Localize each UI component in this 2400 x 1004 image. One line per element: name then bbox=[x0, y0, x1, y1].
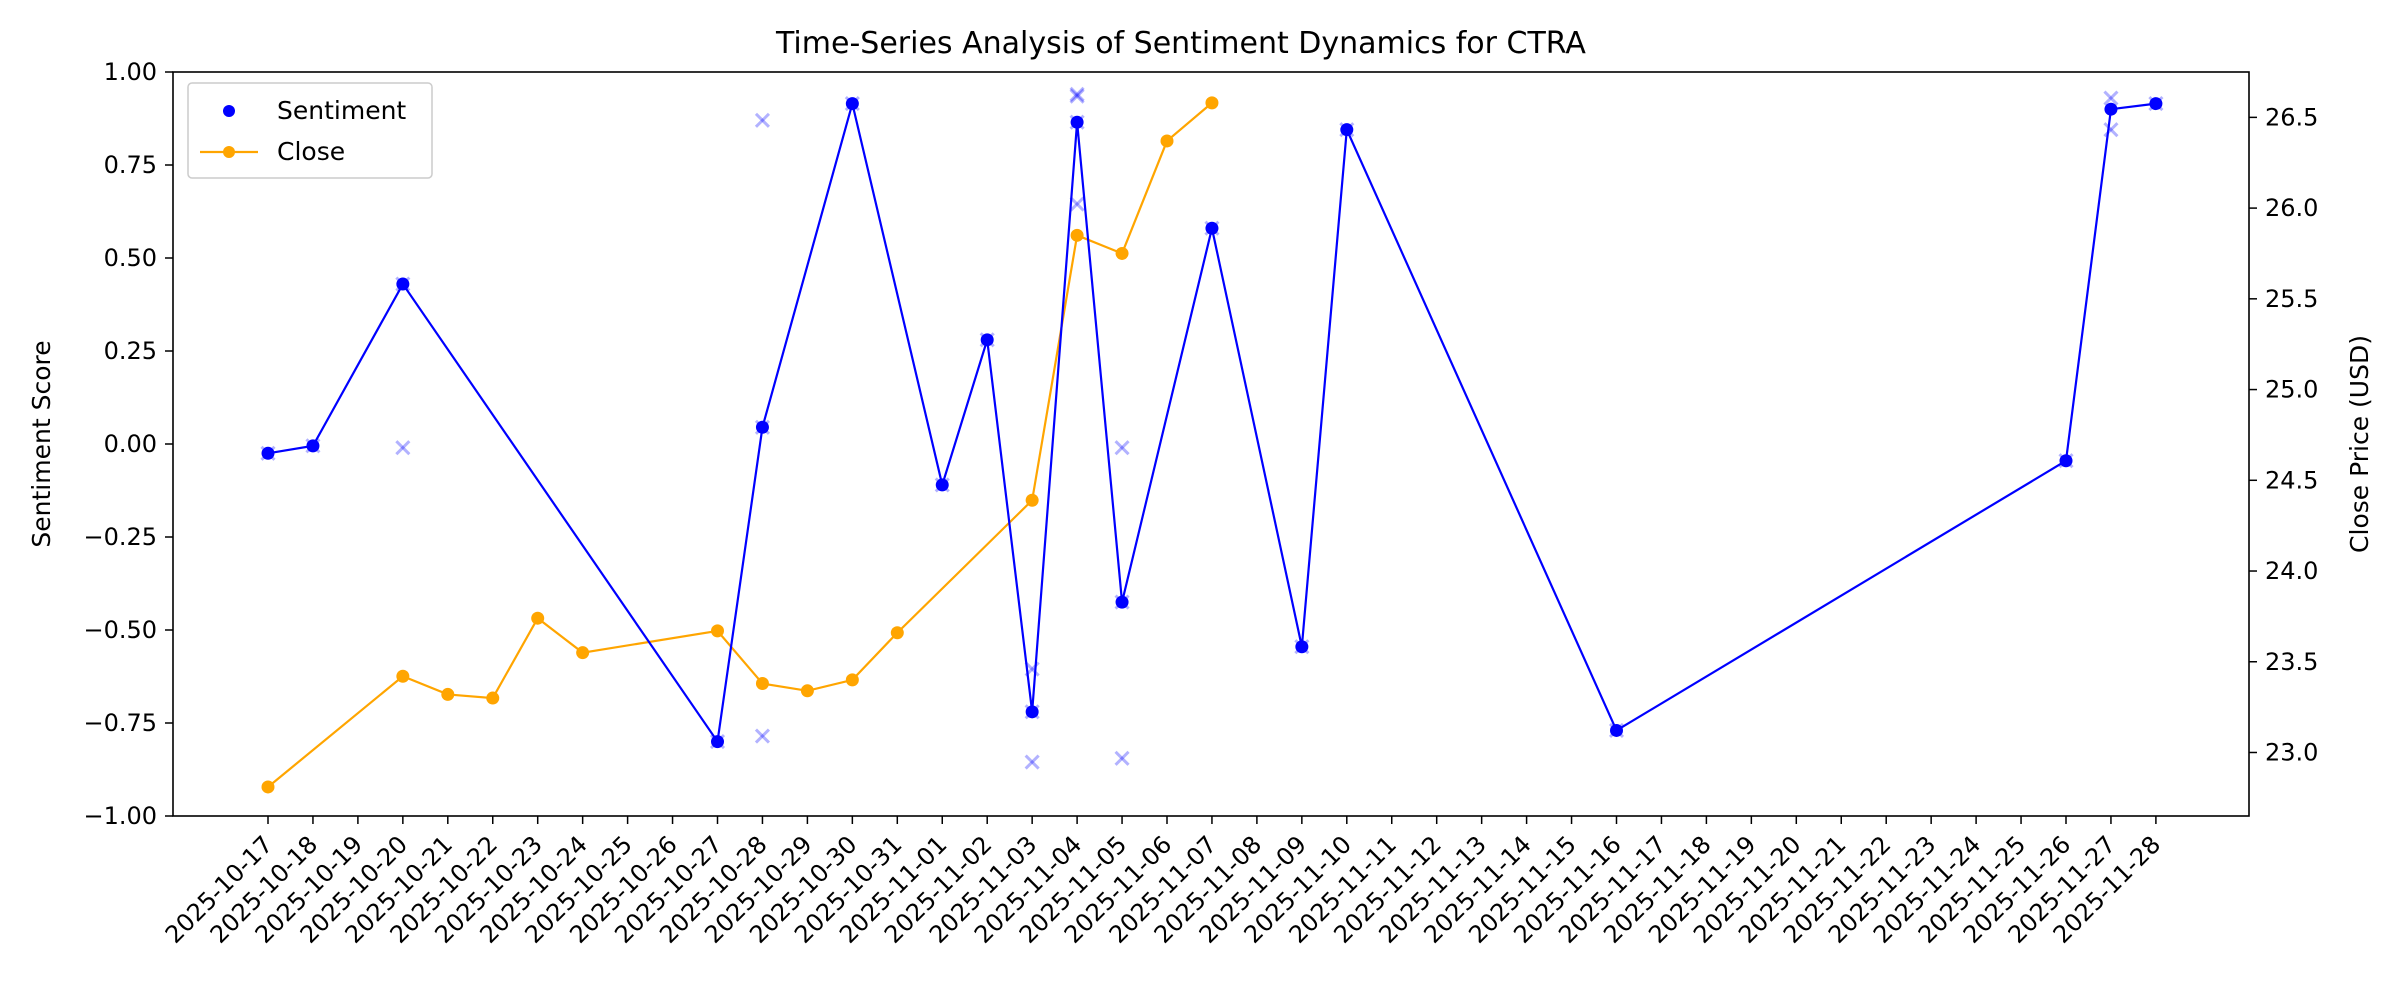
y-tick-label: −0.75 bbox=[83, 709, 157, 737]
y2-tick-label: 25.0 bbox=[2265, 376, 2318, 404]
y2-tick-label: 23.0 bbox=[2265, 738, 2318, 766]
legend-close-label: Close bbox=[277, 137, 345, 166]
sentiment-point bbox=[935, 478, 949, 492]
y2-tick-label: 26.0 bbox=[2265, 194, 2318, 222]
legend-sentiment-marker bbox=[223, 105, 235, 117]
legend-frame bbox=[187, 82, 433, 179]
score-marker bbox=[395, 440, 411, 456]
sentiment-point bbox=[1610, 723, 1623, 737]
y-tick-label: −1.00 bbox=[83, 802, 157, 830]
score-marker bbox=[754, 728, 771, 744]
sentiment-line bbox=[267, 102, 2157, 745]
close-point bbox=[755, 677, 769, 691]
score-marker bbox=[2103, 122, 2119, 138]
y2-tick-label: 25.5 bbox=[2265, 285, 2318, 313]
y-tick-label: 0.75 bbox=[104, 151, 157, 179]
sentiment-point bbox=[1115, 595, 1129, 609]
y-tick-label: 0.00 bbox=[104, 430, 157, 458]
individual-scores bbox=[260, 86, 2164, 770]
close-point bbox=[1025, 493, 1039, 507]
legend: Sentiment Close bbox=[187, 82, 433, 179]
score-marker bbox=[2103, 90, 2119, 106]
sentiment-point bbox=[1205, 221, 1219, 235]
plot-frame bbox=[172, 71, 2250, 817]
legend-close-marker bbox=[223, 146, 235, 158]
close-point bbox=[800, 684, 814, 698]
close-point bbox=[531, 611, 545, 625]
close-point bbox=[486, 691, 500, 705]
close-point bbox=[261, 780, 275, 794]
y2-tick-label: 24.0 bbox=[2265, 557, 2318, 585]
sentiment-point bbox=[1295, 640, 1309, 654]
sentiment-point bbox=[755, 420, 769, 434]
score-marker bbox=[1069, 88, 1085, 104]
sentiment-point bbox=[2104, 102, 2118, 116]
close-point bbox=[1160, 134, 1174, 148]
y2-tick-label: 24.5 bbox=[2265, 466, 2318, 494]
close-point bbox=[576, 646, 590, 660]
axes: −1.00 −0.75 −0.50 −0.25 0.00 0.25 0.50 0.75 1.00… bbox=[83, 58, 2318, 949]
close-line bbox=[267, 102, 1213, 788]
score-marker bbox=[754, 112, 771, 128]
sentiment-point bbox=[2059, 454, 2073, 468]
chart-title: Time-Series Analysis of Sentiment Dynami… bbox=[775, 26, 1586, 61]
close-series bbox=[261, 96, 1219, 794]
y-tick-label: −0.25 bbox=[83, 523, 157, 551]
legend-sentiment-label: Sentiment bbox=[277, 96, 406, 125]
y2-axis-label: Close Price (USD) bbox=[2345, 335, 2374, 553]
close-point bbox=[1205, 96, 1219, 110]
sentiment-point bbox=[1070, 115, 1084, 129]
close-point bbox=[396, 669, 410, 683]
sentiment-point bbox=[2149, 97, 2163, 111]
y-tick-label: 1.00 bbox=[104, 58, 157, 86]
y-tick-label: 0.25 bbox=[104, 337, 157, 365]
sentiment-point bbox=[845, 97, 859, 111]
close-point bbox=[1115, 246, 1129, 260]
sentiment-series bbox=[261, 97, 2163, 749]
y2-tick-label: 23.5 bbox=[2265, 648, 2318, 676]
close-point bbox=[441, 687, 455, 701]
score-marker bbox=[1069, 86, 1085, 102]
sentiment-point bbox=[261, 446, 275, 460]
score-marker bbox=[1114, 440, 1130, 456]
sentiment-point bbox=[396, 277, 410, 291]
close-point bbox=[711, 624, 724, 638]
y-tick-label: −0.50 bbox=[83, 616, 157, 644]
sentiment-point bbox=[306, 439, 320, 453]
sentiment-point bbox=[1025, 705, 1039, 719]
close-point bbox=[845, 673, 859, 687]
sentiment-point bbox=[980, 333, 994, 347]
score-marker bbox=[1069, 196, 1085, 212]
close-point bbox=[890, 626, 904, 640]
close-point bbox=[1070, 228, 1084, 242]
y2-tick-label: 26.5 bbox=[2265, 103, 2318, 131]
score-marker bbox=[1114, 750, 1130, 766]
y-axis-label: Sentiment Score bbox=[27, 340, 56, 547]
score-marker bbox=[1024, 754, 1040, 770]
sentiment-point bbox=[711, 735, 724, 749]
y-tick-label: 0.50 bbox=[104, 244, 157, 272]
sentiment-point bbox=[1340, 123, 1354, 137]
